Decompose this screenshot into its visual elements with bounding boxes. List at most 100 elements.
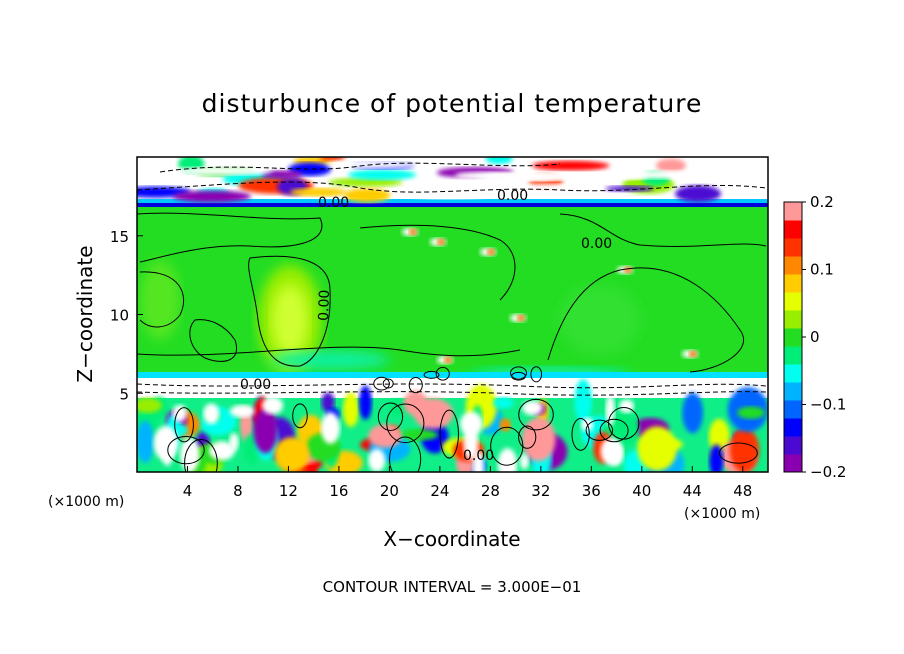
field-blob [321, 392, 335, 413]
plot-area [137, 157, 768, 472]
field-blob [253, 407, 278, 454]
colorbar-swatch [784, 346, 802, 365]
x-tick-label: 24 [430, 482, 449, 500]
colorbar-swatch [784, 256, 802, 275]
contour-line [585, 419, 614, 441]
contour-label: 0.00 [463, 448, 494, 464]
y-axis: 5 10 15 [110, 228, 143, 403]
contour-line [174, 407, 194, 443]
field-blob [492, 397, 514, 409]
lower-layer [137, 379, 768, 472]
contour-line [137, 212, 323, 263]
field-blob [368, 448, 386, 472]
contour-line [359, 224, 516, 301]
field-blob [499, 418, 511, 432]
field-blob [619, 399, 634, 413]
contour-line [571, 417, 590, 451]
colorbar-swatch [784, 400, 802, 419]
field-blob [172, 190, 252, 203]
field-blob [574, 379, 592, 424]
field-blob [229, 404, 255, 418]
contour-line [559, 213, 767, 247]
field-blob [413, 398, 454, 429]
field-blob [347, 169, 417, 181]
field-blob [180, 437, 200, 472]
field-blob [517, 315, 525, 321]
x-tick-label: 36 [582, 482, 601, 500]
contour-lines [137, 162, 767, 472]
contour-line [547, 267, 744, 373]
contour-line [167, 435, 205, 465]
colorbar: 0.2 0.1 0 −0.1 −0.2 [783, 193, 846, 481]
field-blob [137, 420, 155, 463]
colorbar-swatch [784, 364, 802, 383]
field-blob [689, 351, 697, 357]
colorbar-tick-label: 0.1 [810, 261, 834, 279]
field-blob [674, 185, 722, 203]
field-blob [608, 171, 650, 180]
colorbar-tick-label: 0 [810, 328, 820, 346]
field-blob [209, 441, 235, 461]
top-layer [137, 157, 768, 203]
field-blob [560, 285, 640, 355]
field-blob [497, 448, 518, 472]
x-tick-label: 4 [183, 482, 193, 500]
field-blob [409, 229, 417, 235]
field-blob [485, 157, 513, 165]
colorbar-swatch [784, 238, 802, 257]
field-blob [359, 385, 372, 420]
field-blob [444, 357, 452, 363]
contour-label: 0.00 [581, 236, 612, 252]
contour-line [137, 383, 767, 389]
field-blob [270, 350, 390, 370]
field-blob [203, 403, 220, 425]
field-blob [485, 172, 581, 181]
contour-label: 0.00 [240, 377, 271, 393]
x-tick-label: 12 [279, 482, 298, 500]
field-blob [737, 406, 766, 419]
contour-line [439, 409, 459, 459]
field-blob [656, 158, 686, 173]
contour-line [137, 346, 521, 357]
contour-label: 0.00 [497, 188, 528, 204]
field-blob [682, 392, 704, 434]
contour-line [599, 418, 629, 443]
field-blob [531, 160, 610, 171]
contour-line [386, 403, 425, 444]
contour-line [189, 319, 238, 362]
colorbar-swatch [784, 454, 802, 473]
contour-line [389, 436, 422, 472]
field-blob [272, 285, 308, 355]
field-blob [274, 437, 310, 472]
colorbar-swatch [784, 292, 802, 311]
field-blob [520, 453, 529, 470]
contour-line [518, 425, 537, 449]
field-blob [261, 396, 284, 415]
y-tick-label: 10 [110, 307, 129, 325]
contour-line [511, 371, 526, 381]
x-tick-label: 32 [531, 482, 550, 500]
colorbar-swatch [784, 220, 802, 239]
contour-line [137, 391, 767, 396]
field-blob [137, 397, 163, 413]
field-blob [437, 239, 445, 245]
field-blob [290, 187, 348, 197]
contour-line [510, 366, 527, 380]
field-blob [637, 426, 678, 471]
field-blob [708, 418, 730, 454]
x-tick-label: 48 [733, 482, 752, 500]
contour-line [518, 398, 554, 431]
field-blob [487, 249, 495, 255]
colorbar-tick-label: 0.2 [810, 193, 834, 211]
contour-line [530, 366, 543, 383]
contour-line [248, 255, 331, 367]
contour-line [373, 376, 390, 391]
field-blob [261, 170, 303, 179]
contour-line [435, 366, 450, 381]
field-blob [522, 400, 543, 416]
field-blob [460, 411, 483, 437]
y-axis-label: Z−coordinate [73, 245, 97, 382]
contour-line [377, 402, 404, 431]
colorbar-tick-label: −0.1 [810, 396, 846, 414]
